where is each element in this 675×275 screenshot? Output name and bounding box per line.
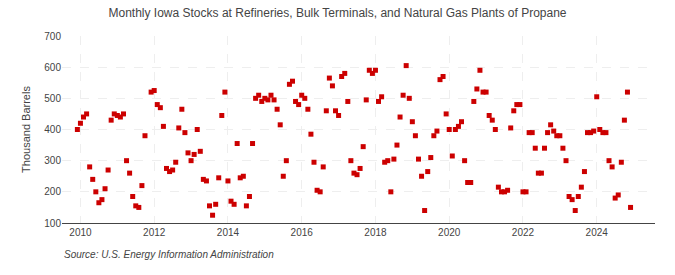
svg-text:100: 100 — [44, 218, 61, 229]
svg-text:700: 700 — [44, 31, 61, 42]
svg-text:2016: 2016 — [291, 227, 314, 238]
svg-text:300: 300 — [44, 155, 61, 166]
svg-text:2014: 2014 — [217, 227, 240, 238]
svg-text:Source: U.S. Energy Informatio: Source: U.S. Energy Information Administ… — [64, 249, 274, 260]
svg-text:200: 200 — [44, 186, 61, 197]
svg-text:Thousand Barrels: Thousand Barrels — [20, 86, 32, 173]
svg-text:2018: 2018 — [364, 227, 387, 238]
svg-text:500: 500 — [44, 93, 61, 104]
svg-text:2022: 2022 — [512, 227, 535, 238]
svg-text:2020: 2020 — [438, 227, 461, 238]
svg-text:Monthly Iowa Stocks at Refiner: Monthly Iowa Stocks at Refineries, Bulk … — [109, 6, 567, 20]
svg-text:2010: 2010 — [69, 227, 92, 238]
svg-text:600: 600 — [44, 62, 61, 73]
svg-text:2012: 2012 — [143, 227, 166, 238]
svg-text:400: 400 — [44, 124, 61, 135]
svg-text:2024: 2024 — [586, 227, 609, 238]
